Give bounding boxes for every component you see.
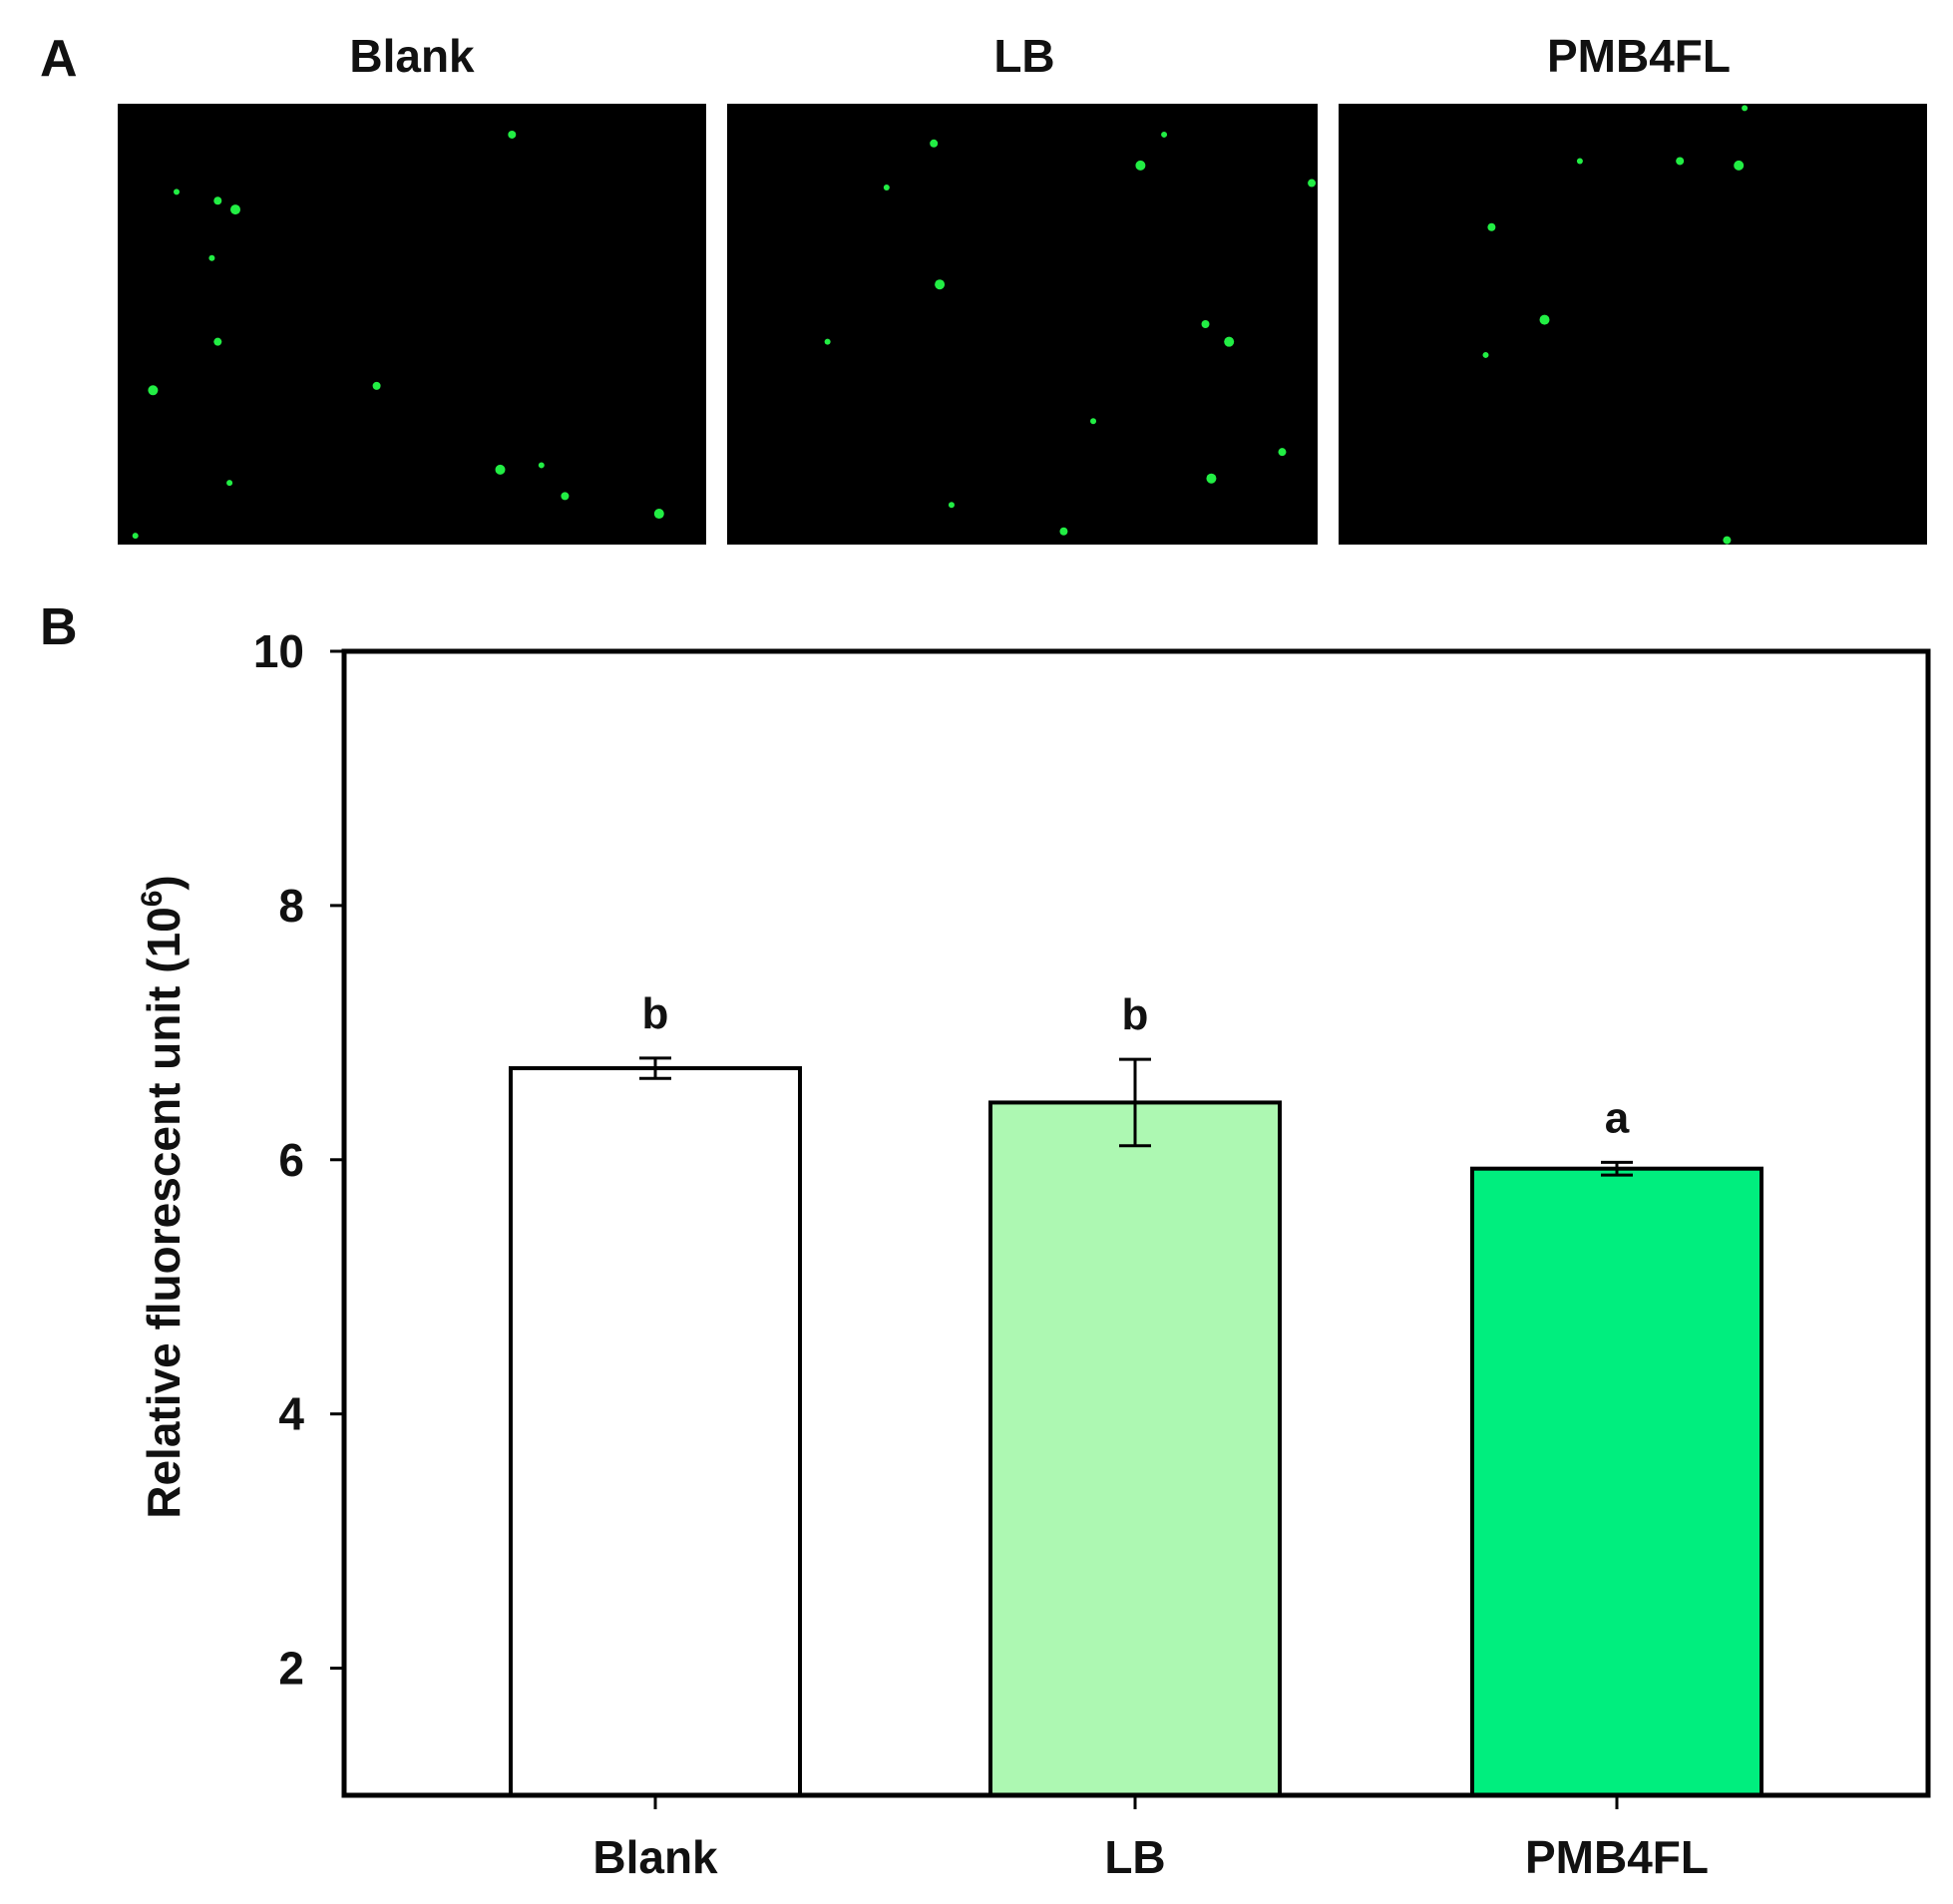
significance-label-pmb4fl: a (1605, 1093, 1630, 1142)
x-tick-label-pmb4fl: PMB4FL (1525, 1831, 1709, 1883)
micrograph-title-lb: LB (993, 30, 1054, 82)
fluorescent-spot (213, 337, 222, 346)
fluorescent-spot (1224, 336, 1235, 347)
panel-b: B Relative fluorescent unit (106) b b a 2 4… (40, 598, 1931, 1883)
y-axis-title-end: ) (138, 875, 190, 890)
fluorescent-spot (148, 385, 159, 396)
error-bar-lb (1119, 1057, 1151, 1148)
fluorescent-spot (1576, 158, 1583, 165)
panel-b-label: B (40, 598, 78, 656)
fluorescent-spot (1278, 448, 1287, 457)
fluorescent-spot (132, 533, 139, 540)
panel-a-label: A (40, 30, 78, 88)
y-tick-label: 2 (278, 1643, 304, 1695)
bars (509, 1066, 1763, 1798)
fluorescent-spot (208, 254, 215, 261)
y-tick-label: 4 (278, 1388, 304, 1440)
micrograph-image-blank (118, 104, 706, 545)
y-axis-title: Relative fluorescent unit (106) (136, 875, 190, 1519)
fluorescent-spot (883, 184, 890, 190)
error-bar-pmb4fl (1601, 1160, 1633, 1177)
micrograph-pmb4fl: PMB4FL (1339, 30, 1927, 545)
x-tick-label-lb: LB (1104, 1831, 1165, 1883)
significance-labels: b b a (642, 989, 1630, 1143)
fluorescent-spot (561, 492, 570, 501)
fluorescent-spot (1482, 351, 1489, 358)
bar-blank (509, 1066, 802, 1798)
micrograph-blank: Blank (118, 30, 706, 545)
micrograph-title-blank: Blank (349, 30, 475, 82)
y-axis-title-superscript: 6 (136, 891, 169, 908)
fluorescent-spot (495, 464, 506, 475)
bar-lb (988, 1100, 1282, 1797)
significance-label-lb: b (1122, 990, 1149, 1039)
x-axis-ticks: Blank LB PMB4FL (592, 1795, 1709, 1883)
fluorescent-spot (226, 480, 233, 487)
fluorescent-spot (948, 502, 955, 509)
x-tick-label-blank: Blank (592, 1831, 718, 1883)
fluorescent-spot (1742, 105, 1749, 112)
fluorescent-spot (935, 279, 946, 290)
micrograph-dots-blank (132, 130, 664, 540)
error-bars (639, 1056, 1633, 1177)
fluorescent-spot (1161, 131, 1168, 138)
y-tick-label: 6 (278, 1134, 304, 1186)
fluorescent-spot (213, 196, 222, 205)
y-tick-label: 8 (278, 880, 304, 932)
y-axis-ticks: 2 4 6 8 10 (253, 625, 344, 1695)
fluorescent-spot (508, 130, 517, 139)
fluorescent-spot (1135, 160, 1146, 171)
fluorescent-spot (372, 381, 381, 390)
micrograph-lb: LB (727, 30, 1318, 545)
fluorescent-spot (1206, 473, 1217, 484)
significance-label-blank: b (642, 989, 669, 1038)
micrograph-image-lb (727, 104, 1318, 545)
fluorescent-spot (1676, 157, 1685, 166)
fluorescent-spot (1487, 222, 1496, 231)
bar-pmb4fl (1470, 1166, 1763, 1797)
fluorescent-spot (1059, 527, 1068, 536)
fluorescent-spot (824, 338, 831, 345)
fluorescent-spot (653, 509, 664, 520)
micrograph-dots-pmb4fl (1482, 105, 1749, 545)
panel-a: A Blank LB PMB4FL (40, 30, 1927, 545)
micrograph-image-pmb4fl (1339, 104, 1927, 545)
fluorescent-spot (1308, 179, 1317, 188)
fluorescent-spot (1201, 320, 1210, 328)
y-tick-label: 10 (253, 625, 304, 677)
micrograph-dots-lb (824, 131, 1317, 536)
fluorescent-spot (1723, 536, 1732, 545)
fluorescent-spot (1539, 314, 1550, 325)
fluorescent-spot (1090, 418, 1097, 425)
fluorescent-spot (174, 189, 180, 195)
fluorescent-spot (230, 204, 240, 215)
fluorescent-spot (538, 462, 545, 469)
fluorescent-spot (1734, 160, 1745, 171)
error-bar-blank (639, 1056, 671, 1080)
fluorescent-spot (930, 139, 939, 148)
micrograph-title-pmb4fl: PMB4FL (1547, 30, 1731, 82)
